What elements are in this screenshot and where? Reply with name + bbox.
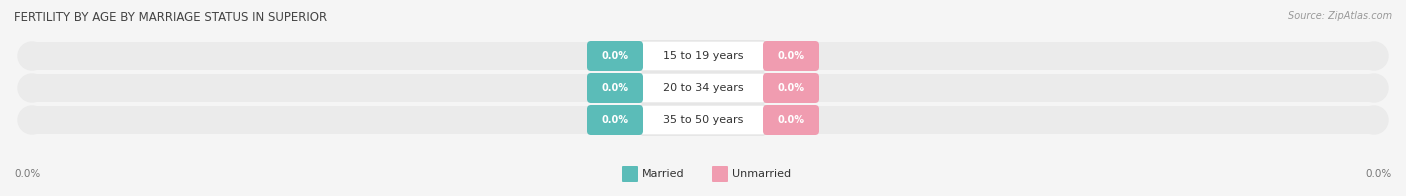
FancyBboxPatch shape — [586, 105, 643, 135]
Text: 0.0%: 0.0% — [602, 115, 628, 125]
FancyBboxPatch shape — [638, 73, 768, 103]
Text: 0.0%: 0.0% — [602, 83, 628, 93]
FancyBboxPatch shape — [32, 42, 1374, 70]
Text: FERTILITY BY AGE BY MARRIAGE STATUS IN SUPERIOR: FERTILITY BY AGE BY MARRIAGE STATUS IN S… — [14, 11, 328, 24]
FancyBboxPatch shape — [586, 41, 643, 71]
Text: 0.0%: 0.0% — [1365, 169, 1392, 179]
Text: Married: Married — [643, 169, 685, 179]
Circle shape — [18, 106, 46, 134]
Text: 0.0%: 0.0% — [778, 115, 804, 125]
FancyBboxPatch shape — [711, 166, 728, 182]
Text: 20 to 34 years: 20 to 34 years — [662, 83, 744, 93]
Circle shape — [18, 42, 46, 70]
Text: 35 to 50 years: 35 to 50 years — [662, 115, 744, 125]
FancyBboxPatch shape — [586, 73, 643, 103]
Text: 0.0%: 0.0% — [14, 169, 41, 179]
Text: 0.0%: 0.0% — [602, 51, 628, 61]
FancyBboxPatch shape — [638, 105, 768, 135]
FancyBboxPatch shape — [32, 106, 1374, 134]
FancyBboxPatch shape — [763, 73, 820, 103]
Circle shape — [18, 74, 46, 102]
Text: Unmarried: Unmarried — [733, 169, 792, 179]
Circle shape — [1360, 106, 1388, 134]
Text: 0.0%: 0.0% — [778, 51, 804, 61]
Text: 0.0%: 0.0% — [778, 83, 804, 93]
FancyBboxPatch shape — [621, 166, 638, 182]
FancyBboxPatch shape — [638, 41, 768, 71]
Text: 15 to 19 years: 15 to 19 years — [662, 51, 744, 61]
Text: Source: ZipAtlas.com: Source: ZipAtlas.com — [1288, 11, 1392, 21]
FancyBboxPatch shape — [32, 74, 1374, 102]
FancyBboxPatch shape — [763, 41, 820, 71]
Circle shape — [1360, 42, 1388, 70]
Circle shape — [1360, 74, 1388, 102]
FancyBboxPatch shape — [763, 105, 820, 135]
